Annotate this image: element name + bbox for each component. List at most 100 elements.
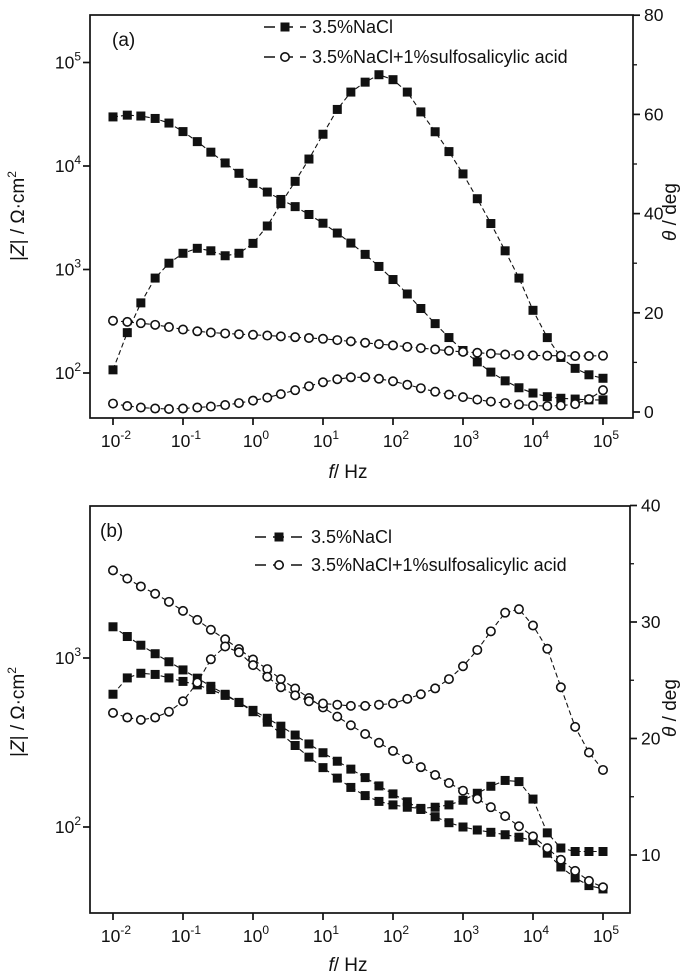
marker-open-circle	[472, 644, 483, 655]
y-right-tick-label: 80	[644, 5, 664, 25]
marker-open-circle	[457, 661, 468, 672]
marker-filled-square	[598, 847, 608, 857]
marker-filled-square	[276, 721, 286, 731]
marker-open-circle	[332, 374, 343, 385]
marker-filled-square	[500, 830, 510, 840]
plot-frame	[89, 505, 631, 914]
y-axis-right-title: θ / deg	[660, 183, 681, 241]
marker-open-circle	[500, 398, 511, 409]
marker-filled-square	[584, 847, 594, 857]
marker-filled-square	[430, 319, 440, 329]
x-tick-label: 104	[523, 428, 549, 451]
marker-filled-square	[360, 77, 370, 87]
panel-a: 10-2 10-1 100 101 102 103 104 105 102 103 104 105 0 2…	[5, 5, 681, 483]
marker-open-circle	[317, 333, 328, 344]
marker-open-circle	[192, 326, 203, 337]
x-tick-label: 10-1	[171, 428, 201, 451]
series-a-theta-acid	[108, 372, 608, 415]
marker-open-circle	[500, 607, 511, 618]
x-tick-label: 10-2	[101, 923, 131, 946]
marker-open-circle	[415, 762, 426, 773]
marker-open-circle	[275, 674, 286, 685]
marker-open-circle	[402, 693, 413, 704]
legend-label: 3.5%NaCl	[312, 17, 393, 37]
marker-open-circle	[122, 712, 133, 723]
marker-open-circle	[275, 389, 286, 400]
marker-filled-square	[332, 228, 342, 238]
marker-open-circle	[178, 324, 189, 335]
marker-filled-square	[108, 689, 118, 699]
marker-filled-square	[430, 812, 440, 822]
marker-open-circle	[122, 316, 133, 327]
marker-open-circle	[220, 641, 231, 652]
marker-open-circle	[248, 660, 259, 671]
marker-open-circle	[472, 347, 483, 358]
series-line	[112, 608, 604, 771]
marker-filled-square	[542, 333, 552, 343]
marker-filled-square	[570, 363, 580, 373]
marker-filled-square	[528, 388, 538, 398]
marker-filled-square	[598, 373, 608, 383]
marker-open-circle	[360, 700, 371, 711]
marker-filled-square	[514, 383, 524, 393]
y-axis-right-title: θ / deg	[660, 679, 681, 737]
marker-open-circle	[597, 385, 608, 396]
marker-filled-square	[374, 781, 384, 791]
marker-open-circle	[360, 372, 371, 383]
marker-open-circle	[542, 350, 553, 361]
marker-open-circle	[262, 392, 273, 403]
marker-open-circle	[597, 764, 608, 775]
x-tick-label: 105	[593, 428, 619, 451]
marker-open-circle	[457, 785, 468, 796]
marker-open-circle	[513, 399, 524, 410]
marker-filled-square	[528, 305, 538, 315]
marker-open-circle	[192, 614, 203, 625]
marker-filled-square	[248, 707, 258, 717]
marker-open-circle	[205, 327, 216, 338]
marker-open-circle	[583, 350, 594, 361]
marker-open-circle	[513, 604, 524, 615]
marker-open-circle	[345, 372, 356, 383]
marker-filled-square	[430, 127, 440, 137]
marker-filled-square	[346, 764, 356, 774]
marker-filled-square	[150, 113, 160, 123]
marker-filled-square	[290, 730, 300, 740]
marker-filled-square	[332, 773, 342, 783]
series-a-z-acid	[108, 315, 608, 361]
marker-open-circle	[402, 341, 413, 352]
marker-open-circle	[415, 383, 426, 394]
marker-open-circle	[485, 802, 496, 813]
y-right-tick-label: 10	[641, 845, 661, 865]
marker-filled-square	[500, 775, 510, 785]
marker-open-circle	[570, 721, 581, 732]
marker-filled-square	[318, 763, 328, 773]
marker-open-circle	[527, 400, 538, 411]
marker-open-circle	[555, 400, 566, 411]
marker-open-circle	[472, 394, 483, 405]
marker-open-circle	[430, 344, 441, 355]
marker-filled-square	[346, 87, 356, 97]
marker-open-circle	[527, 831, 538, 842]
plot-frame	[89, 14, 634, 419]
marker-filled-square	[150, 669, 160, 679]
marker-filled-square	[276, 199, 286, 209]
marker-open-circle	[583, 747, 594, 758]
y-left-tick-label: 103	[55, 645, 81, 668]
marker-filled-square	[388, 800, 398, 810]
marker-open-circle	[485, 348, 496, 359]
marker-filled-square	[192, 243, 202, 253]
marker-open-circle	[430, 770, 441, 781]
y-left-tick-label: 105	[55, 50, 81, 73]
marker-filled-square	[346, 238, 356, 248]
y-right-tick-label: 20	[644, 303, 664, 323]
marker-open-circle	[163, 596, 174, 607]
marker-open-circle	[387, 376, 398, 387]
marker-open-circle	[402, 754, 413, 765]
marker-open-circle	[415, 343, 426, 354]
y-left-tick-label: 104	[55, 153, 81, 176]
marker-open-circle	[500, 811, 511, 822]
marker-open-circle	[262, 330, 273, 341]
marker-open-circle	[527, 350, 538, 361]
x-tick-label: 100	[243, 428, 269, 451]
marker-filled-square	[598, 395, 608, 405]
